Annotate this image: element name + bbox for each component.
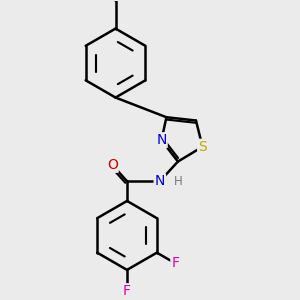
Text: S: S bbox=[198, 140, 207, 154]
Text: N: N bbox=[156, 133, 167, 147]
Text: F: F bbox=[123, 284, 131, 298]
Text: N: N bbox=[155, 174, 165, 188]
Text: O: O bbox=[107, 158, 118, 172]
Text: H: H bbox=[173, 175, 182, 188]
Text: F: F bbox=[171, 256, 179, 270]
